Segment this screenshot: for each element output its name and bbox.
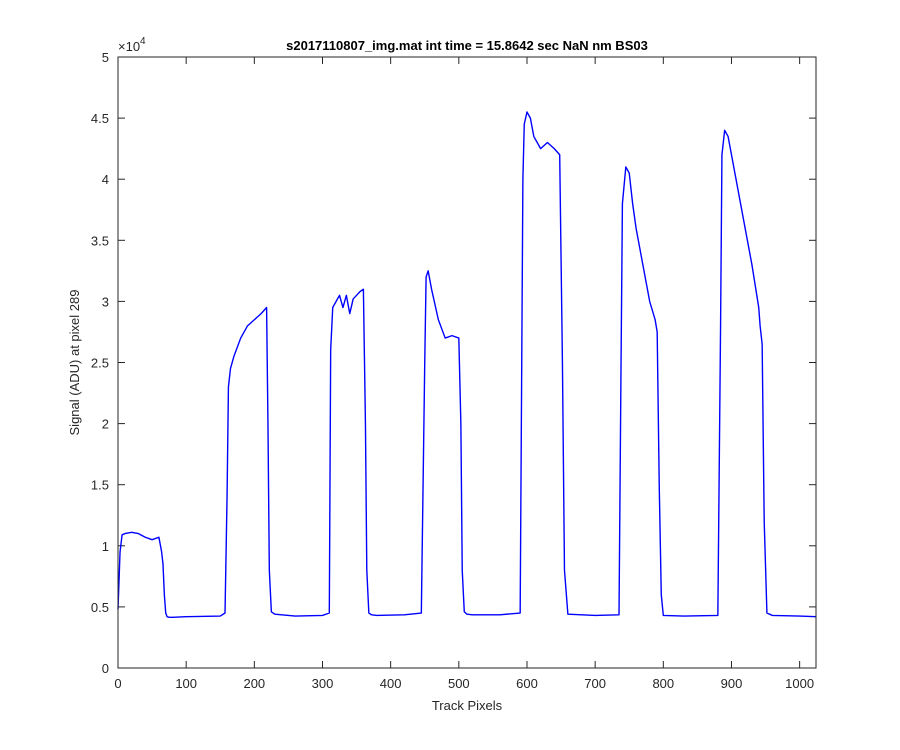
plot-area (118, 57, 816, 668)
x-axis-label: Track Pixels (432, 698, 503, 713)
y-tick-label: 3 (102, 294, 109, 309)
x-tick-label: 200 (243, 676, 265, 691)
y-tick-label: 2.5 (91, 356, 109, 371)
y-exponent-power: 4 (140, 36, 146, 47)
y-tick-label: 1.5 (91, 478, 109, 493)
y-axis-exponent: ×10 4 (118, 36, 146, 54)
x-tick-label: 500 (448, 676, 470, 691)
y-exponent-base: ×10 (118, 39, 140, 54)
y-tick-label: 4 (102, 172, 109, 187)
y-tick-label: 2 (102, 417, 109, 432)
x-tick-label: 1000 (785, 676, 814, 691)
x-tick-label: 0 (114, 676, 121, 691)
y-axis-label: Signal (ADU) at pixel 289 (67, 290, 82, 436)
chart-title: s2017110807_img.mat int time = 15.8642 s… (286, 38, 648, 53)
x-tick-label: 800 (652, 676, 674, 691)
x-tick-label: 400 (380, 676, 402, 691)
x-tick-label: 900 (721, 676, 743, 691)
y-axis-ticks: 0 0.5 1 1.5 2 2.5 3 3.5 4 4.5 5 (91, 50, 816, 676)
x-tick-label: 700 (584, 676, 606, 691)
x-axis-ticks: 0 100 200 300 400 500 600 700 800 900 1000 (114, 57, 814, 691)
y-tick-label: 0 (102, 661, 109, 676)
axes-box (117, 56, 817, 669)
y-tick-label: 5 (102, 50, 109, 65)
series-line (117, 111, 817, 618)
y-tick-label: 4.5 (91, 111, 109, 126)
x-tick-label: 600 (516, 676, 538, 691)
y-tick-label: 3.5 (91, 233, 109, 248)
x-tick-label: 100 (175, 676, 197, 691)
x-tick-label: 300 (312, 676, 334, 691)
y-tick-label: 0.5 (91, 600, 109, 615)
y-tick-label: 1 (102, 539, 109, 554)
